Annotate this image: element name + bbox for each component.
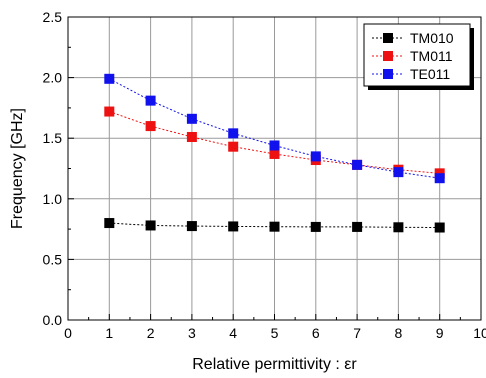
data-point-te011 — [434, 173, 445, 184]
x-tick-label: 7 — [353, 325, 361, 341]
data-point-te011 — [352, 159, 363, 170]
data-point-tm010 — [269, 221, 280, 232]
legend-label-tm010: TM010 — [410, 30, 454, 46]
data-point-tm010 — [145, 220, 156, 231]
data-point-te011 — [228, 128, 239, 139]
data-point-te011 — [393, 167, 404, 178]
x-tick-label: 8 — [395, 325, 403, 341]
x-tick-label: 9 — [436, 325, 444, 341]
data-point-te011 — [145, 95, 156, 106]
legend-marker-tm010 — [383, 33, 393, 43]
x-tick-label: 2 — [147, 325, 155, 341]
y-tick-label: 2.0 — [43, 70, 63, 86]
series-line-te011 — [109, 78, 440, 179]
x-tick-label: 6 — [312, 325, 320, 341]
y-tick-label: 2.5 — [43, 9, 63, 25]
legend-marker-te011 — [383, 69, 393, 79]
data-point-tm011 — [186, 131, 197, 142]
data-point-tm011 — [104, 106, 115, 117]
legend-label-tm011: TM011 — [410, 48, 453, 64]
data-point-te011 — [269, 140, 280, 151]
y-axis-label: Frequency [GHz] — [9, 108, 26, 229]
data-point-tm010 — [352, 221, 363, 232]
y-tick-label: 1.5 — [43, 130, 63, 146]
y-tick-label: 0.0 — [43, 312, 63, 328]
data-point-tm011 — [269, 148, 280, 159]
data-point-te011 — [310, 151, 321, 162]
legend-marker-tm011 — [383, 51, 393, 61]
x-tick-label: 1 — [105, 325, 113, 341]
x-tick-label: 3 — [188, 325, 196, 341]
x-tick-label: 0 — [64, 325, 72, 341]
data-point-tm010 — [393, 222, 404, 233]
axis-ticks: 0 1 2 3 4 5 6 7 8 9 10 0.0 0.5 1.0 1.5 2.0 2.5 — [43, 9, 486, 341]
y-tick-label: 1.0 — [43, 191, 63, 207]
data-point-te011 — [186, 113, 197, 124]
x-tick-label: 4 — [229, 325, 237, 341]
legend-box — [363, 23, 471, 87]
data-point-tm010 — [104, 218, 115, 229]
data-point-tm010 — [310, 221, 321, 232]
legend-label-te011: TE011 — [410, 66, 450, 82]
series-line-tm011 — [109, 111, 440, 174]
data-point-tm010 — [434, 222, 445, 233]
data-point-tm010 — [228, 221, 239, 232]
x-tick-label: 5 — [271, 325, 279, 341]
legend: TM010 TM011 TE011 — [363, 23, 474, 90]
data-point-tm010 — [186, 221, 197, 232]
data-point-tm011 — [145, 121, 156, 132]
series-layer — [104, 73, 445, 233]
data-point-te011 — [104, 73, 115, 84]
data-point-tm011 — [228, 141, 239, 152]
x-tick-label: 10 — [473, 325, 486, 341]
y-tick-label: 0.5 — [43, 251, 63, 267]
x-axis-label: Relative permittivity : εr — [192, 356, 357, 373]
